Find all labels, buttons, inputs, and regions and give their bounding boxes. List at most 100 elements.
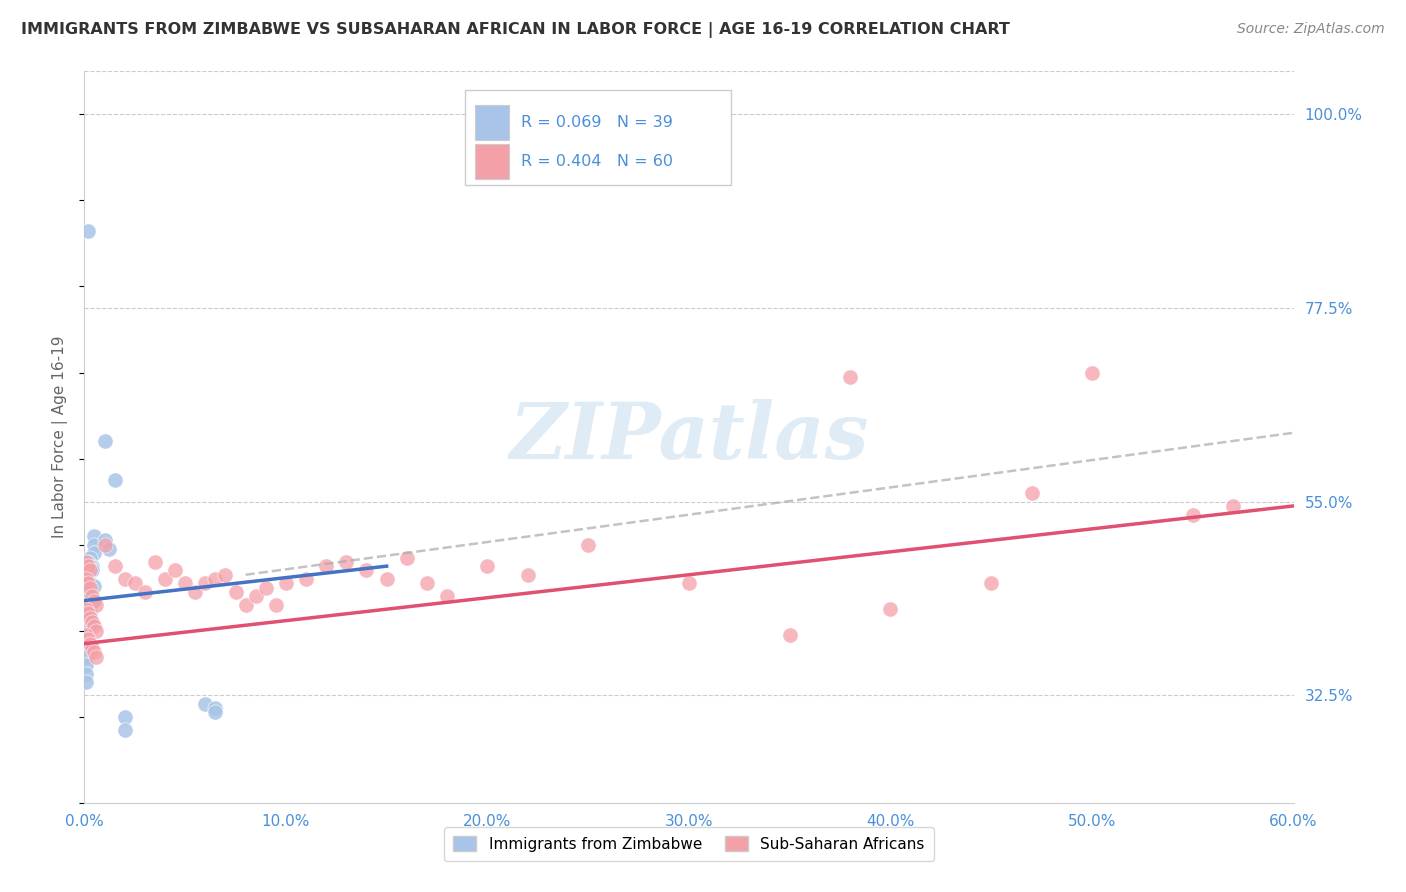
Point bbox=[153, 572, 176, 586]
Point bbox=[75, 658, 97, 673]
Point bbox=[77, 585, 100, 599]
Point bbox=[375, 572, 398, 586]
Point bbox=[93, 538, 115, 552]
Point bbox=[214, 567, 236, 582]
Point bbox=[274, 576, 297, 591]
Point bbox=[82, 593, 104, 607]
Point bbox=[477, 559, 499, 574]
Point bbox=[82, 559, 104, 574]
Point bbox=[77, 576, 100, 591]
Point bbox=[184, 585, 207, 599]
Point bbox=[143, 555, 166, 569]
Point bbox=[678, 576, 700, 591]
Point bbox=[86, 598, 108, 612]
Point bbox=[839, 369, 862, 384]
Point bbox=[879, 602, 901, 616]
Point bbox=[356, 564, 378, 578]
Point bbox=[980, 576, 1002, 591]
Point bbox=[416, 576, 439, 591]
Point bbox=[335, 555, 357, 569]
Point bbox=[82, 640, 104, 655]
Point bbox=[75, 637, 97, 651]
Point bbox=[1181, 508, 1204, 522]
Point bbox=[86, 649, 108, 664]
Point bbox=[97, 541, 120, 556]
Point bbox=[93, 533, 115, 548]
Point bbox=[93, 434, 115, 449]
FancyBboxPatch shape bbox=[465, 90, 731, 185]
Point bbox=[245, 589, 267, 603]
Point bbox=[204, 701, 226, 715]
Point bbox=[194, 697, 217, 711]
Point bbox=[77, 602, 100, 616]
FancyBboxPatch shape bbox=[475, 105, 509, 140]
Point bbox=[75, 675, 97, 690]
Point bbox=[79, 576, 101, 591]
Point bbox=[79, 564, 101, 578]
Point bbox=[576, 538, 599, 552]
Point bbox=[83, 579, 105, 593]
Point bbox=[82, 564, 104, 578]
Point bbox=[124, 576, 146, 591]
Point bbox=[77, 624, 100, 638]
Point bbox=[114, 572, 136, 586]
Point bbox=[77, 223, 100, 237]
Point bbox=[77, 572, 100, 586]
Point bbox=[83, 619, 105, 633]
Point bbox=[75, 628, 97, 642]
Legend: Immigrants from Zimbabwe, Sub-Saharan Africans: Immigrants from Zimbabwe, Sub-Saharan Af… bbox=[444, 827, 934, 861]
Point bbox=[83, 645, 105, 659]
Point bbox=[114, 723, 136, 737]
Point bbox=[77, 559, 100, 574]
Point bbox=[79, 637, 101, 651]
Point bbox=[75, 640, 97, 655]
Point bbox=[395, 550, 418, 565]
Point bbox=[75, 666, 97, 681]
Point bbox=[77, 555, 100, 569]
Point bbox=[315, 559, 337, 574]
Point bbox=[295, 572, 318, 586]
Point bbox=[104, 559, 127, 574]
Point bbox=[75, 628, 97, 642]
Point bbox=[75, 611, 97, 625]
Point bbox=[204, 572, 226, 586]
Point bbox=[779, 628, 801, 642]
Point bbox=[75, 598, 97, 612]
Point bbox=[79, 581, 101, 595]
Point bbox=[75, 632, 97, 647]
Point bbox=[75, 602, 97, 616]
Point bbox=[83, 546, 105, 560]
Point bbox=[86, 624, 108, 638]
Point bbox=[134, 585, 156, 599]
Point bbox=[79, 589, 101, 603]
Text: R = 0.069   N = 39: R = 0.069 N = 39 bbox=[520, 115, 672, 130]
Point bbox=[254, 581, 277, 595]
Point bbox=[1021, 486, 1043, 500]
Point bbox=[225, 585, 247, 599]
FancyBboxPatch shape bbox=[475, 144, 509, 179]
Text: IMMIGRANTS FROM ZIMBABWE VS SUBSAHARAN AFRICAN IN LABOR FORCE | AGE 16-19 CORREL: IMMIGRANTS FROM ZIMBABWE VS SUBSAHARAN A… bbox=[21, 22, 1010, 38]
Point bbox=[77, 607, 100, 621]
Point bbox=[1222, 499, 1244, 513]
Point bbox=[165, 564, 187, 578]
Point bbox=[77, 632, 100, 647]
Point bbox=[77, 615, 100, 629]
Point bbox=[75, 572, 97, 586]
Point bbox=[174, 576, 197, 591]
Y-axis label: In Labor Force | Age 16-19: In Labor Force | Age 16-19 bbox=[52, 335, 69, 539]
Point bbox=[83, 538, 105, 552]
Point bbox=[82, 589, 104, 603]
Point bbox=[79, 607, 101, 621]
Point bbox=[436, 589, 458, 603]
Point bbox=[194, 576, 217, 591]
Point bbox=[104, 473, 127, 487]
Point bbox=[235, 598, 257, 612]
Point bbox=[79, 550, 101, 565]
Point bbox=[75, 649, 97, 664]
Point bbox=[264, 598, 287, 612]
Text: ZIPatlas: ZIPatlas bbox=[509, 399, 869, 475]
Point bbox=[1081, 366, 1104, 380]
Point bbox=[83, 529, 105, 543]
Point bbox=[79, 559, 101, 574]
Point bbox=[82, 615, 104, 629]
